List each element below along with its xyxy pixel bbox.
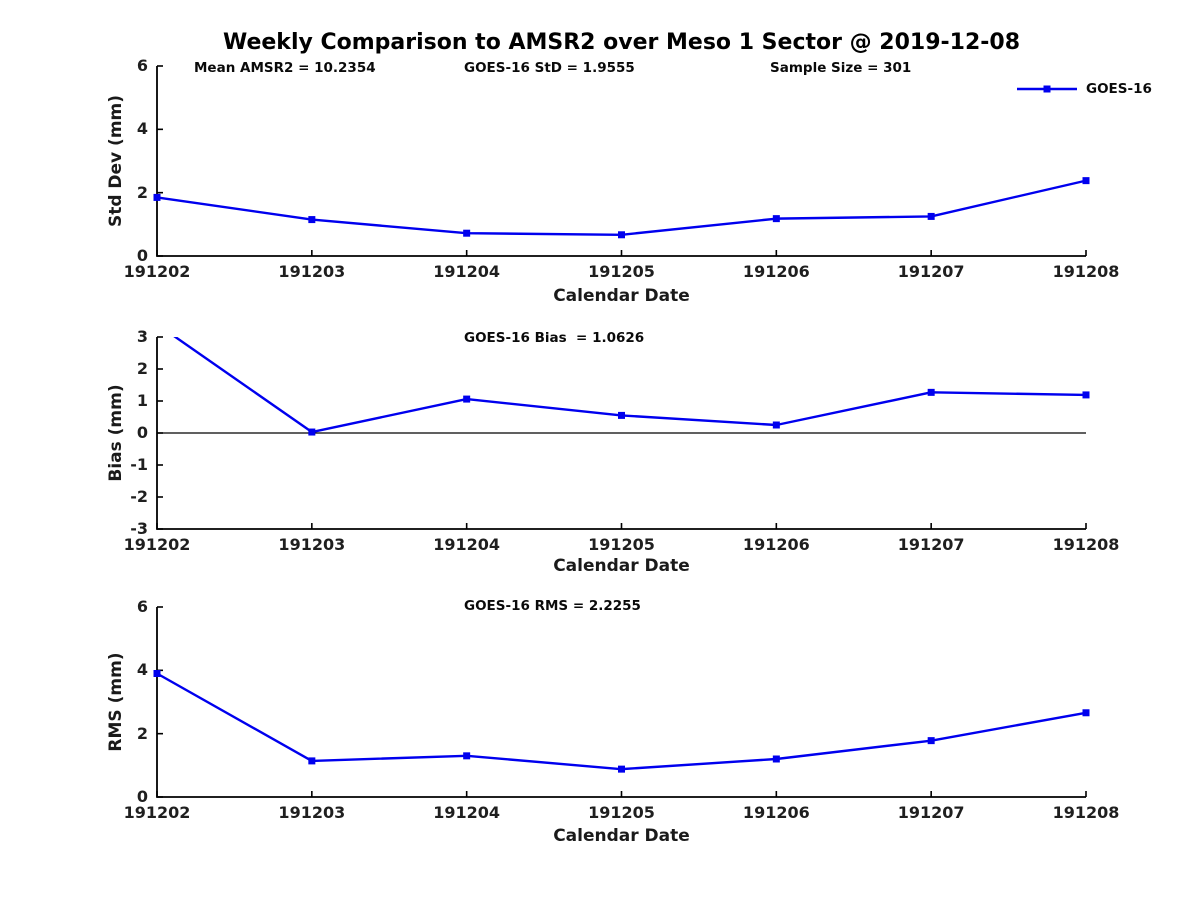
y-tick-label: 0: [136, 423, 148, 442]
data-point-marker: [927, 212, 935, 220]
y-tick-label: 2: [136, 359, 148, 378]
x-tick-label: 191203: [278, 535, 346, 554]
x-tick-label: 191206: [742, 803, 810, 822]
x-tick-label: 191202: [123, 535, 191, 554]
annotation-sample-size: Sample Size = 301: [770, 60, 912, 76]
y-tick-label: 6: [136, 56, 148, 75]
x-tick-label: 191208: [1052, 262, 1120, 281]
data-point-marker: [927, 737, 935, 745]
data-point-marker: [153, 670, 161, 677]
x-tick-label: 191202: [123, 803, 191, 822]
data-point-marker: [1082, 177, 1090, 185]
legend-marker-sample: [1043, 85, 1051, 93]
annotation-goes16-bias: GOES-16 Bias = 1.0626: [464, 330, 645, 346]
x-tick-label: 191202: [123, 262, 191, 281]
x-tick-label: 191205: [588, 262, 655, 281]
x-axis-label-2: Calendar Date: [553, 556, 690, 576]
y-tick-label: 0: [136, 246, 148, 265]
data-point-marker: [618, 765, 625, 773]
data-point-marker: [618, 231, 625, 239]
x-axis-label-3: Calendar Date: [553, 826, 690, 846]
x-axis-label-1: Calendar Date: [553, 286, 690, 306]
data-point-marker: [772, 421, 780, 429]
y-tick-label: 2: [136, 723, 148, 743]
data-point-marker: [1082, 709, 1090, 717]
data-point-marker: [1082, 391, 1090, 399]
x-tick-label: 191204: [433, 535, 501, 554]
data-point-marker: [463, 752, 471, 760]
x-tick-label: 191204: [433, 262, 501, 281]
series-markers: [153, 670, 1090, 773]
y-axis-label-rms: RMS (mm): [106, 652, 126, 752]
x-tick-label: 191204: [433, 803, 501, 822]
y-tick-label: -2: [130, 487, 148, 506]
x-tick-label: 191206: [742, 535, 810, 554]
x-tick-label: 191205: [588, 803, 655, 822]
data-point-marker: [772, 215, 780, 223]
y-tick-label: 3: [136, 327, 148, 346]
x-tick-label: 191203: [278, 262, 346, 281]
series-markers: [154, 321, 1090, 436]
data-point-marker: [927, 388, 935, 396]
data-point-marker: [308, 428, 316, 436]
y-axis-label-bias: Bias (mm): [106, 384, 126, 482]
figure-title: Weekly Comparison to AMSR2 over Meso 1 S…: [222, 30, 1021, 55]
data-point-marker: [154, 321, 161, 328]
series-markers: [153, 177, 1090, 239]
annotation-goes16-rms: GOES-16 RMS = 2.2255: [464, 598, 641, 614]
legend-label-goes16: GOES-16: [1086, 81, 1152, 97]
y-tick-label: 0: [136, 787, 148, 806]
x-tick-label: 191206: [742, 262, 810, 281]
y-tick-label: 6: [136, 597, 148, 616]
y-axis-label-stddev: Std Dev (mm): [106, 94, 126, 228]
x-tick-label: 191207: [897, 262, 965, 281]
data-point-marker: [618, 411, 625, 419]
data-point-marker: [463, 395, 471, 403]
series-line-goes16: [155, 179, 1088, 236]
y-tick-label: 2: [136, 182, 148, 202]
x-tick-label: 191203: [278, 803, 346, 822]
x-tick-label: 191207: [897, 803, 965, 822]
data-point-marker: [308, 216, 316, 224]
y-tick-label: 1: [136, 391, 148, 410]
x-tick-label: 191205: [588, 535, 655, 554]
data-point-marker: [153, 193, 161, 201]
y-tick-label: 4: [136, 660, 148, 680]
x-tick-label: 191208: [1052, 803, 1120, 822]
y-tick-label: -3: [130, 519, 148, 538]
y-tick-label: -1: [130, 455, 148, 474]
y-tick-label: 4: [136, 119, 148, 139]
series-line-goes16: [155, 672, 1088, 771]
x-tick-label: 191208: [1052, 535, 1120, 554]
annotation-goes16-std: GOES-16 StD = 1.9555: [464, 60, 635, 76]
data-point-marker: [308, 757, 316, 765]
data-point-marker: [772, 755, 780, 763]
annotation-mean-amsr2: Mean AMSR2 = 10.2354: [194, 60, 376, 76]
x-tick-label: 191207: [897, 535, 965, 554]
data-point-marker: [463, 229, 471, 237]
